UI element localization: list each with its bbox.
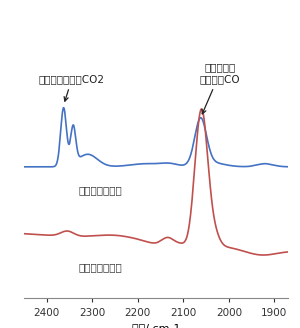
Text: 反応で生成したCO2: 反応で生成したCO2 bbox=[39, 74, 105, 101]
Text: 白金表面に
吸着したCO: 白金表面に 吸着したCO bbox=[200, 63, 240, 114]
Text: 水賦活処理あり: 水賦活処理あり bbox=[79, 185, 122, 195]
Text: 水賦活処理なし: 水賦活処理なし bbox=[79, 262, 122, 272]
X-axis label: 波数/ cm-1: 波数/ cm-1 bbox=[132, 323, 180, 328]
